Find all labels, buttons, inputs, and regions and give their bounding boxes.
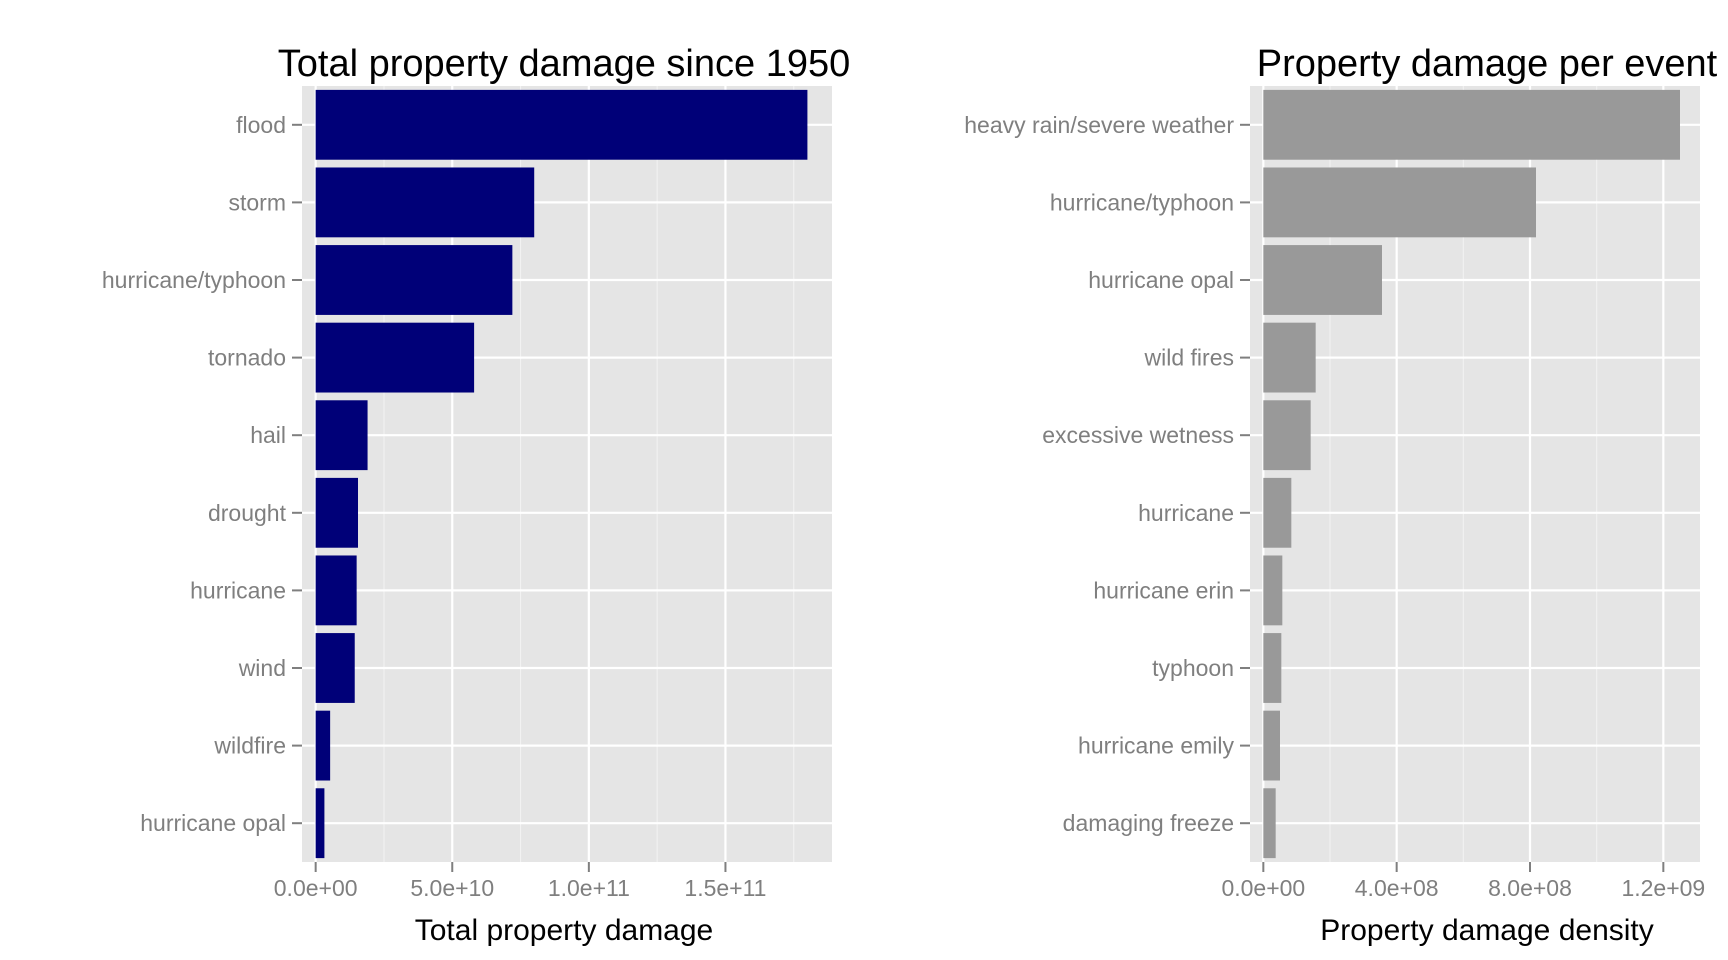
bar (1263, 633, 1282, 703)
x-tick-label: 1.2e+09 (1621, 875, 1705, 901)
y-tick-label: damaging freeze (1063, 810, 1234, 836)
y-tick-label: hurricane (1138, 500, 1234, 526)
bar (1263, 89, 1680, 160)
x-axis-title: Property damage density (1320, 914, 1654, 947)
y-tick-label: hurricane erin (1093, 577, 1234, 603)
bar (1263, 788, 1276, 859)
bar (315, 245, 513, 315)
y-tick-label: wildfire (213, 733, 286, 759)
bar (315, 322, 475, 393)
bar (1263, 245, 1382, 315)
plot-area: heavy rain/severe weather hurricane/typho… (964, 86, 1705, 901)
y-tick-label: hurricane emily (1078, 733, 1234, 759)
y-tick-label: hail (250, 422, 286, 448)
y-tick-label: hurricane opal (1088, 267, 1234, 293)
x-tick-label: 1.0e+11 (548, 875, 630, 901)
bar (315, 167, 535, 238)
x-tick-label: 0.0e+00 (1221, 875, 1305, 901)
y-tick-label: storm (229, 189, 287, 215)
y-tick-label: wind (238, 655, 286, 681)
plot-area: flood storm hurricane/typhoon tornado hail dr… (102, 86, 832, 901)
bar (315, 400, 368, 471)
y-tick-label: drought (208, 500, 287, 526)
bar (315, 477, 359, 548)
chart-property-damage-per-event: heavy rain/severe weather hurricane/typho… (964, 43, 1717, 947)
x-tick-label: 1.5e+11 (684, 875, 766, 901)
y-tick-label: hurricane (190, 577, 286, 603)
y-tick-label: heavy rain/severe weather (964, 112, 1234, 138)
bar (1263, 710, 1280, 781)
bar (315, 633, 355, 703)
y-tick-label: hurricane/typhoon (102, 267, 286, 293)
y-tick-label: flood (236, 112, 286, 138)
bar (1263, 400, 1311, 471)
bar (1263, 555, 1283, 626)
x-tick-label: 4.0e+08 (1355, 875, 1439, 901)
bar (315, 89, 808, 160)
y-tick-label: hurricane/typhoon (1050, 189, 1234, 215)
y-tick-label: tornado (208, 345, 286, 371)
bar (1263, 167, 1536, 238)
bar (1263, 322, 1316, 393)
chart-total-property-damage: flood storm hurricane/typhoon tornado hail dr… (102, 43, 850, 947)
bar (315, 710, 331, 781)
x-tick-label: 5.0e+10 (410, 875, 494, 901)
chart-title: Property damage per event (1257, 43, 1718, 85)
y-tick-label: wild fires (1144, 345, 1234, 371)
x-tick-label: 0.0e+00 (274, 875, 358, 901)
x-axis-title: Total property damage (415, 914, 714, 947)
x-tick-label: 8.0e+08 (1488, 875, 1572, 901)
y-tick-label: hurricane opal (140, 810, 286, 836)
y-tick-label: typhoon (1152, 655, 1234, 681)
chart-title: Total property damage since 1950 (278, 43, 850, 85)
y-tick-label: excessive wetness (1042, 422, 1234, 448)
bar (1263, 477, 1292, 548)
bar (315, 555, 357, 626)
bar (315, 788, 325, 859)
